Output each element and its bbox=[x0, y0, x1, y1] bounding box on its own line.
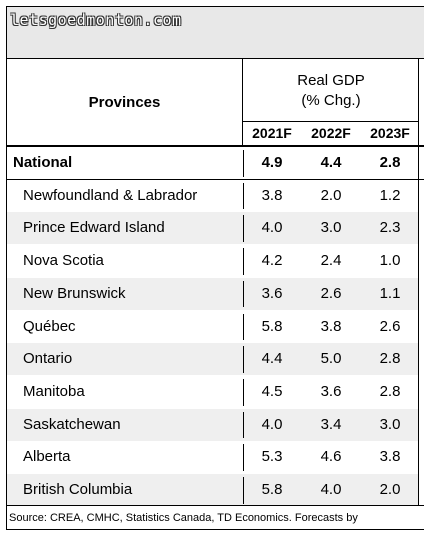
province-name: Saskatchewan bbox=[23, 415, 121, 433]
gdp-value-2023f: 2.6 bbox=[379, 317, 401, 335]
gdp-value-2021f: 4.0 bbox=[261, 415, 283, 433]
table-row: Alberta 5.3 4.6 3.8 bbox=[7, 441, 418, 473]
table-row: Newfoundland & Labrador 3.8 2.0 1.2 bbox=[7, 180, 418, 212]
gdp-value-2022f: 3.4 bbox=[320, 415, 342, 433]
gdp-value-2022f: 2.6 bbox=[320, 284, 342, 302]
row-separator bbox=[243, 248, 244, 275]
table-row: Québec 5.8 3.8 2.6 bbox=[7, 311, 418, 343]
row-separator bbox=[243, 444, 244, 471]
gdp-header-line1: Real GDP bbox=[297, 72, 365, 89]
gdp-value-2022f: 5.0 bbox=[320, 350, 342, 368]
table-row: Ontario 4.4 5.0 2.8 bbox=[7, 343, 418, 376]
province-name: Prince Edward Island bbox=[23, 219, 165, 237]
gdp-value-2022f: 3.8 bbox=[320, 317, 342, 335]
gdp-value-2022f: 2.0 bbox=[320, 186, 342, 204]
table-row: British Columbia 5.8 4.0 2.0 bbox=[7, 474, 418, 506]
row-separator bbox=[243, 477, 244, 504]
gdp-value-2021f: 4.4 bbox=[261, 350, 283, 368]
source-note: Source: CREA, CMHC, Statistics Canada, T… bbox=[7, 505, 424, 531]
gdp-value-2021f: 4.2 bbox=[261, 252, 283, 270]
national-row: National 4.9 4.4 2.8 bbox=[7, 147, 418, 179]
watermark: letsgoedmonton.com bbox=[10, 11, 182, 29]
row-separator bbox=[243, 280, 244, 308]
year-headers: 2021F 2022F 2023F bbox=[243, 121, 419, 145]
gdp-table: letsgoedmonton.com Provinces Real GDP (%… bbox=[6, 6, 424, 530]
provinces-header: Provinces bbox=[7, 59, 243, 145]
province-name: Ontario bbox=[23, 350, 73, 368]
province-name: Québec bbox=[23, 317, 76, 335]
province-name: British Columbia bbox=[23, 481, 133, 498]
province-name: Alberta bbox=[23, 448, 71, 466]
row-separator bbox=[243, 411, 244, 439]
gdp-value-2023f: 1.0 bbox=[379, 252, 401, 270]
province-name: Manitoba bbox=[23, 382, 85, 400]
gdp-value-2023f: 1.1 bbox=[379, 284, 401, 302]
year-header-2021: 2021F bbox=[252, 125, 292, 141]
year-header-2023: 2023F bbox=[370, 125, 410, 141]
gdp-years-rule bbox=[243, 121, 419, 122]
gdp-value-2022f: 4.0 bbox=[320, 481, 342, 498]
gdp-header: Real GDP (% Chg.) bbox=[243, 59, 419, 121]
gdp-value-2022f: 3.0 bbox=[320, 219, 342, 237]
table-row: Nova Scotia 4.2 2.4 1.0 bbox=[7, 245, 418, 277]
gdp-value-2022f: 4.6 bbox=[320, 448, 342, 466]
gdp-value-2022f: 4.4 bbox=[320, 154, 342, 171]
province-name: Newfoundland & Labrador bbox=[23, 186, 198, 204]
table-row: Prince Edward Island 4.0 3.0 2.3 bbox=[7, 212, 418, 245]
row-separator bbox=[243, 150, 244, 177]
gdp-value-2023f: 1.2 bbox=[379, 186, 401, 204]
row-separator bbox=[243, 378, 244, 406]
gdp-value-2021f: 4.0 bbox=[261, 219, 283, 237]
table-row: Saskatchewan 4.0 3.4 3.0 bbox=[7, 408, 418, 441]
gdp-value-2021f: 4.9 bbox=[261, 154, 283, 171]
gdp-value-2023f: 2.8 bbox=[379, 382, 401, 400]
province-name: New Brunswick bbox=[23, 284, 126, 302]
table-row: Manitoba 4.5 3.6 2.8 bbox=[7, 376, 418, 408]
gdp-header-line2: (% Chg.) bbox=[301, 92, 361, 109]
gdp-value-2021f: 5.8 bbox=[261, 481, 283, 498]
gdp-value-2021f: 3.6 bbox=[261, 284, 283, 302]
gdp-value-2023f: 2.8 bbox=[379, 154, 401, 171]
gdp-value-2023f: 3.8 bbox=[379, 448, 401, 466]
row-separator bbox=[243, 215, 244, 243]
row-separator bbox=[243, 182, 244, 210]
gdp-right-rule bbox=[418, 59, 419, 505]
gdp-value-2021f: 3.8 bbox=[261, 186, 283, 204]
gdp-value-2022f: 2.4 bbox=[320, 252, 342, 270]
gdp-value-2021f: 5.8 bbox=[261, 317, 283, 335]
year-header-2022: 2022F bbox=[311, 125, 351, 141]
row-separator bbox=[243, 313, 244, 341]
province-name: Nova Scotia bbox=[23, 252, 104, 270]
national-bottom-rule bbox=[7, 178, 424, 180]
gdp-value-2022f: 3.6 bbox=[320, 382, 342, 400]
gdp-value-2023f: 2.3 bbox=[379, 219, 401, 237]
row-separator bbox=[243, 346, 244, 373]
province-name: National bbox=[13, 154, 73, 171]
watermark-band: letsgoedmonton.com bbox=[7, 7, 424, 59]
table-row: New Brunswick 3.6 2.6 1.1 bbox=[7, 277, 418, 310]
gdp-value-2021f: 5.3 bbox=[261, 448, 283, 466]
gdp-value-2023f: 2.0 bbox=[379, 481, 401, 498]
gdp-value-2021f: 4.5 bbox=[261, 382, 283, 400]
header-bottom-rule bbox=[7, 145, 424, 147]
gdp-value-2023f: 3.0 bbox=[379, 415, 401, 433]
gdp-value-2023f: 2.8 bbox=[379, 350, 401, 368]
